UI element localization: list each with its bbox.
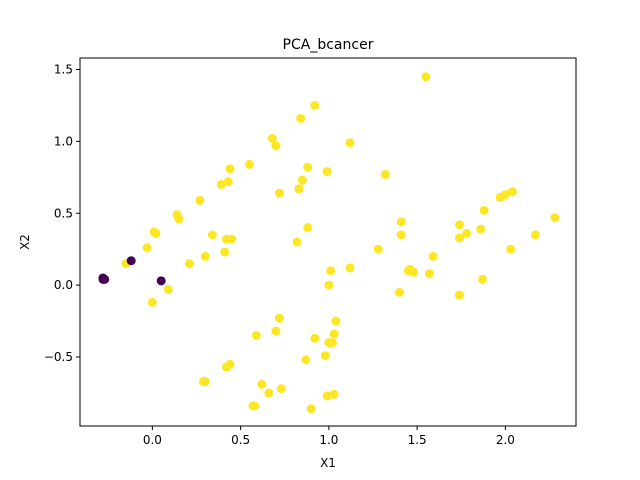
- scatter-point-class-1: [250, 401, 260, 411]
- scatter-point-class-1: [455, 233, 465, 243]
- scatter-point-class-1: [324, 280, 334, 290]
- scatter-point-class-1: [306, 404, 316, 414]
- scatter-point-class-1: [200, 251, 210, 261]
- scatter-point-class-0: [126, 256, 136, 266]
- x-tick-label: 2.0: [496, 433, 515, 447]
- scatter-point-class-1: [421, 72, 431, 82]
- scatter-point-class-1: [274, 313, 284, 323]
- scatter-point-class-1: [396, 230, 406, 240]
- scatter-point-class-1: [455, 220, 465, 230]
- scatter-point-class-1: [264, 388, 274, 398]
- y-axis-ticks: −0.5 0.0 0.5 1.0 1.5: [44, 63, 80, 364]
- scatter-point-class-1: [220, 247, 230, 257]
- scatter-point-class-1: [455, 290, 465, 300]
- scatter-point-class-1: [394, 287, 404, 297]
- scatter-point-class-1: [184, 259, 194, 269]
- scatter-point-class-1: [507, 187, 517, 197]
- scatter-point-class-1: [322, 167, 332, 177]
- y-axis-label: X2: [18, 234, 32, 250]
- points-layer: [98, 72, 560, 414]
- scatter-point-class-1: [227, 234, 237, 244]
- scatter-point-class-1: [216, 180, 226, 189]
- x-axis-label: X1: [320, 456, 336, 470]
- chart-title: PCA_bcancer: [283, 37, 374, 53]
- scatter-point-class-1: [207, 230, 217, 240]
- scatter-point-class-1: [380, 169, 390, 179]
- scatter-point-class-1: [163, 284, 173, 294]
- scatter-point-class-1: [294, 184, 304, 194]
- scatter-point-class-1: [142, 243, 152, 253]
- scatter-point-class-1: [310, 333, 320, 343]
- scatter-point-class-1: [257, 379, 267, 389]
- y-tick-label: −0.5: [44, 350, 73, 364]
- y-tick-label: 0.0: [54, 278, 73, 292]
- scatter-point-class-1: [310, 100, 320, 110]
- scatter-point-class-1: [271, 326, 281, 336]
- x-tick-label: 1.0: [319, 433, 338, 447]
- scatter-point-class-1: [345, 263, 355, 273]
- scatter-point-class-1: [147, 297, 157, 307]
- scatter-point-class-1: [225, 164, 235, 174]
- x-tick-label: 1.5: [408, 433, 427, 447]
- scatter-point-class-1: [373, 244, 383, 254]
- scatter-point-class-1: [327, 338, 337, 348]
- scatter-point-class-1: [301, 355, 311, 365]
- scatter-point-class-0: [156, 276, 166, 286]
- scatter-point-class-1: [477, 274, 487, 284]
- y-tick-label: 1.0: [54, 134, 73, 148]
- scatter-point-class-1: [403, 266, 413, 276]
- scatter-point-class-1: [271, 141, 281, 151]
- y-tick-label: 1.5: [54, 63, 73, 77]
- scatter-point-class-1: [296, 113, 306, 123]
- scatter-point-class-1: [267, 134, 277, 143]
- scatter-point-class-1: [252, 330, 262, 340]
- scatter-point-class-1: [476, 224, 486, 234]
- scatter-point-class-1: [274, 188, 284, 198]
- scatter-point-class-1: [345, 138, 355, 148]
- scatter-point-class-0: [100, 274, 110, 284]
- x-tick-label: 0.0: [143, 433, 162, 447]
- scatter-point-class-1: [331, 316, 341, 326]
- scatter-point-class-1: [550, 213, 560, 223]
- scatter-point-class-1: [303, 223, 313, 233]
- scatter-point-class-1: [424, 269, 434, 279]
- scatter-point-class-1: [530, 230, 540, 240]
- scatter-point-class-1: [479, 205, 489, 215]
- x-axis-ticks: 0.0 0.5 1.0 1.5 2.0: [143, 426, 515, 447]
- scatter-point-class-1: [326, 266, 336, 276]
- scatter-point-class-1: [329, 389, 339, 399]
- scatter-point-class-1: [320, 351, 330, 361]
- scatter-point-class-1: [222, 362, 232, 372]
- y-tick-label: 0.5: [54, 206, 73, 220]
- scatter-point-class-1: [329, 329, 339, 339]
- scatter-point-class-1: [462, 228, 472, 238]
- scatter-point-class-1: [506, 244, 516, 254]
- scatter-point-class-1: [174, 214, 184, 224]
- scatter-point-class-1: [151, 228, 161, 238]
- scatter-point-class-1: [292, 237, 302, 247]
- scatter-point-class-1: [428, 251, 438, 261]
- scatter-point-class-1: [276, 384, 286, 394]
- scatter-point-class-1: [195, 195, 205, 205]
- plot-frame: [79, 57, 577, 427]
- scatter-point-class-1: [322, 391, 332, 401]
- scatter-point-class-1: [200, 376, 210, 386]
- scatter-point-class-1: [303, 162, 313, 172]
- scatter-point-class-1: [244, 159, 254, 169]
- scatter-point-class-1: [223, 177, 233, 187]
- scatter-point-class-1: [396, 217, 406, 227]
- scatter-point-class-1: [297, 175, 307, 185]
- scatter-point-class-1: [495, 192, 505, 202]
- x-tick-label: 0.5: [231, 433, 250, 447]
